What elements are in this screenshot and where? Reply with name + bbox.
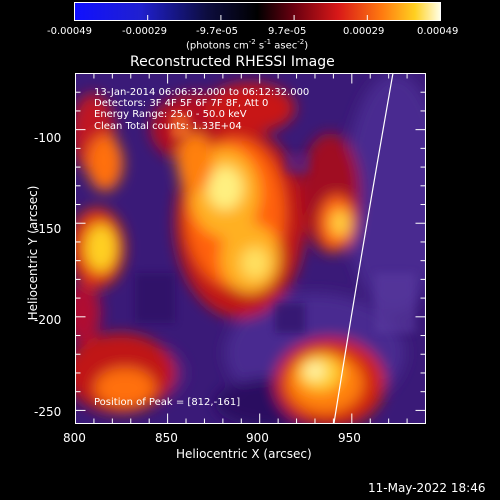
y-tick-label: -150	[34, 222, 62, 236]
colorbar-tick-label: -9.7e-05	[196, 26, 238, 37]
colorbar-tick-label: 0.00049	[417, 26, 459, 37]
y-tick-label: -250	[34, 405, 62, 419]
units-exponent: -2	[248, 38, 256, 46]
units-part: )	[304, 40, 309, 52]
units-exponent: -1	[264, 38, 272, 46]
rhessi-image	[75, 73, 425, 423]
x-tick-label: 800	[63, 431, 86, 445]
y-axis-title: Heliocentric Y (arcsec)	[26, 185, 40, 321]
colorbar-tick-label: 9.7e-05	[268, 26, 307, 37]
annotation-energy-range: Energy Range: 25.0 - 50.0 keV	[94, 109, 247, 120]
annotation-clean: Clean Total counts: 1.33E+04	[94, 121, 242, 132]
annotation-time-range: 13-Jan-2014 06:06:32.000 to 06:12:32.000	[94, 87, 310, 98]
footer-timestamp: 11-May-2022 18:46	[368, 481, 486, 495]
colorbar-tick-label: -0.00049	[47, 26, 92, 37]
plot-border	[75, 73, 426, 424]
units-part: s	[255, 40, 265, 52]
colorbar-tick-label: 0.00029	[343, 26, 385, 37]
x-tick-label: 950	[338, 431, 361, 445]
units-exponent: -2	[297, 38, 305, 46]
x-tick-label: 850	[155, 431, 178, 445]
y-tick-label: -200	[34, 313, 62, 327]
colorbar-units: (photons cm-2 s-1 asec-2)	[186, 38, 308, 51]
units-part: (photons cm	[186, 40, 249, 52]
x-tick-label: 900	[246, 431, 269, 445]
solar-limb	[333, 72, 394, 424]
y-tick-label: -100	[34, 131, 62, 145]
annotation-peak: Position of Peak = [812,-161]	[94, 397, 241, 408]
colorbar	[74, 2, 441, 21]
colorbar-tick-label: -0.00029	[122, 26, 167, 37]
page-title: Reconstructed RHESSI Image	[130, 54, 335, 70]
units-part: asec	[271, 40, 298, 52]
annotation-detectors: Detectors: 3F 4F 5F 6F 7F 8F, Att 0	[94, 98, 269, 109]
x-axis-title: Heliocentric X (arcsec)	[176, 447, 312, 461]
